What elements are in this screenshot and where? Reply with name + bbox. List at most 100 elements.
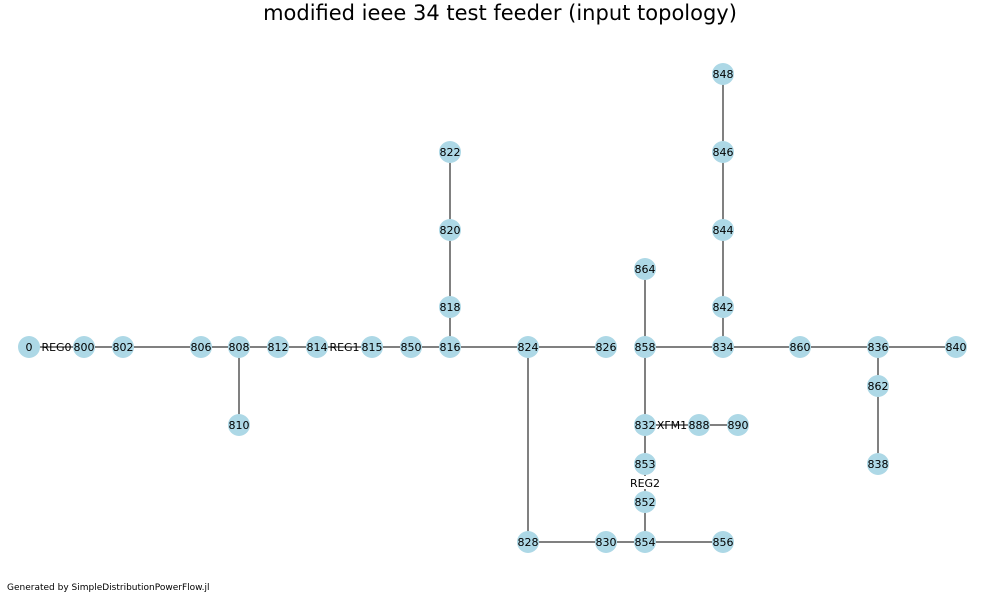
bus-node-circle xyxy=(712,141,734,163)
bus-node-840: 840 xyxy=(945,336,967,358)
bus-node-circle xyxy=(439,336,461,358)
bus-node-label: 830 xyxy=(596,536,617,549)
bus-node-circle xyxy=(712,219,734,241)
bus-node-842: 842 xyxy=(712,296,734,318)
bus-node-846: 846 xyxy=(712,141,734,163)
bus-node-label: 836 xyxy=(868,341,889,354)
nodes-layer: 0 800 802 806 808 810 812 814 815 850 816 818 820 822… xyxy=(18,63,967,553)
bus-node-820: 820 xyxy=(439,219,461,241)
bus-node-812: 812 xyxy=(267,336,289,358)
bus-node-label: 802 xyxy=(113,341,134,354)
bus-node-circle xyxy=(634,258,656,280)
bus-node-circle xyxy=(789,336,811,358)
bus-node-circle xyxy=(112,336,134,358)
bus-node-854: 854 xyxy=(634,531,656,553)
bus-node-circle xyxy=(361,336,383,358)
bus-node-838: 838 xyxy=(867,453,889,475)
bus-node-label: 808 xyxy=(229,341,250,354)
bus-node-label: 0 xyxy=(26,341,33,354)
footer-credit: Generated by SimpleDistributionPowerFlow… xyxy=(7,583,210,593)
bus-node-label: 822 xyxy=(440,146,461,159)
bus-node-848: 848 xyxy=(712,63,734,85)
bus-node-label: 852 xyxy=(635,496,656,509)
bus-node-label: 816 xyxy=(440,341,461,354)
bus-node-label: 826 xyxy=(596,341,617,354)
bus-node-818: 818 xyxy=(439,296,461,318)
bus-node-label: 815 xyxy=(362,341,383,354)
bus-node-label: 824 xyxy=(518,341,539,354)
bus-node-circle xyxy=(306,336,328,358)
bus-node-864: 864 xyxy=(634,258,656,280)
bus-node-circle xyxy=(727,414,749,436)
bus-node-label: 806 xyxy=(191,341,212,354)
bus-node-circle xyxy=(634,336,656,358)
bus-node-806: 806 xyxy=(190,336,212,358)
bus-node-888: 888 xyxy=(688,414,710,436)
bus-node-label: 858 xyxy=(635,341,656,354)
bus-node-label: 828 xyxy=(518,536,539,549)
bus-node-810: 810 xyxy=(228,414,250,436)
bus-node-label: 812 xyxy=(268,341,289,354)
bus-node-label: 854 xyxy=(635,536,656,549)
bus-node-circle xyxy=(634,531,656,553)
bus-node-label: 853 xyxy=(635,458,656,471)
bus-node-814: 814 xyxy=(306,336,328,358)
bus-node-802: 802 xyxy=(112,336,134,358)
bus-node-800: 800 xyxy=(73,336,95,358)
edge-label-reg1: REG1 xyxy=(329,341,359,354)
edge-label-reg0: REG0 xyxy=(41,341,71,354)
bus-node-836: 836 xyxy=(867,336,889,358)
bus-node-label: 814 xyxy=(307,341,328,354)
bus-node-label: 888 xyxy=(689,419,710,432)
bus-node-circle xyxy=(517,336,539,358)
bus-node-856: 856 xyxy=(712,531,734,553)
bus-node-circle xyxy=(228,336,250,358)
bus-node-label: 820 xyxy=(440,224,461,237)
bus-node-850: 850 xyxy=(400,336,422,358)
bus-node-label: 842 xyxy=(713,301,734,314)
bus-node-circle xyxy=(439,141,461,163)
bus-node-circle xyxy=(18,336,40,358)
bus-node-circle xyxy=(867,375,889,397)
bus-node-label: 848 xyxy=(713,68,734,81)
bus-node-circle xyxy=(595,531,617,553)
bus-node-890: 890 xyxy=(727,414,749,436)
bus-node-label: 850 xyxy=(401,341,422,354)
bus-node-circle xyxy=(517,531,539,553)
bus-node-label: 856 xyxy=(713,536,734,549)
bus-node-circle xyxy=(688,414,710,436)
bus-node-circle xyxy=(73,336,95,358)
edge-label-xfm1: XFM1 xyxy=(657,419,687,432)
bus-node-label: 800 xyxy=(74,341,95,354)
bus-node-circle xyxy=(712,63,734,85)
page-title: modified ieee 34 test feeder (input topo… xyxy=(263,1,737,25)
bus-node-circle xyxy=(228,414,250,436)
bus-node-label: 862 xyxy=(868,380,889,393)
bus-node-circle xyxy=(867,453,889,475)
bus-node-824: 824 xyxy=(517,336,539,358)
bus-node-828: 828 xyxy=(517,531,539,553)
bus-node-label: 844 xyxy=(713,224,734,237)
edge-labels-layer: REG0 REG1 REG2 XFM1 xyxy=(41,341,687,490)
bus-node-label: 840 xyxy=(946,341,967,354)
bus-node-circle xyxy=(190,336,212,358)
bus-node-830: 830 xyxy=(595,531,617,553)
bus-node-label: 834 xyxy=(713,341,734,354)
bus-node-circle xyxy=(439,219,461,241)
bus-node-label: 890 xyxy=(728,419,749,432)
bus-node-circle xyxy=(439,296,461,318)
bus-node-circle xyxy=(712,296,734,318)
bus-node-label: 832 xyxy=(635,419,656,432)
bus-node-circle xyxy=(595,336,617,358)
bus-node-822: 822 xyxy=(439,141,461,163)
bus-node-label: 860 xyxy=(790,341,811,354)
bus-node-label: 838 xyxy=(868,458,889,471)
bus-node-858: 858 xyxy=(634,336,656,358)
bus-node-circle xyxy=(400,336,422,358)
bus-node-862: 862 xyxy=(867,375,889,397)
bus-node-808: 808 xyxy=(228,336,250,358)
bus-node-852: 852 xyxy=(634,491,656,513)
bus-node-label: 864 xyxy=(635,263,656,276)
bus-node-circle xyxy=(267,336,289,358)
